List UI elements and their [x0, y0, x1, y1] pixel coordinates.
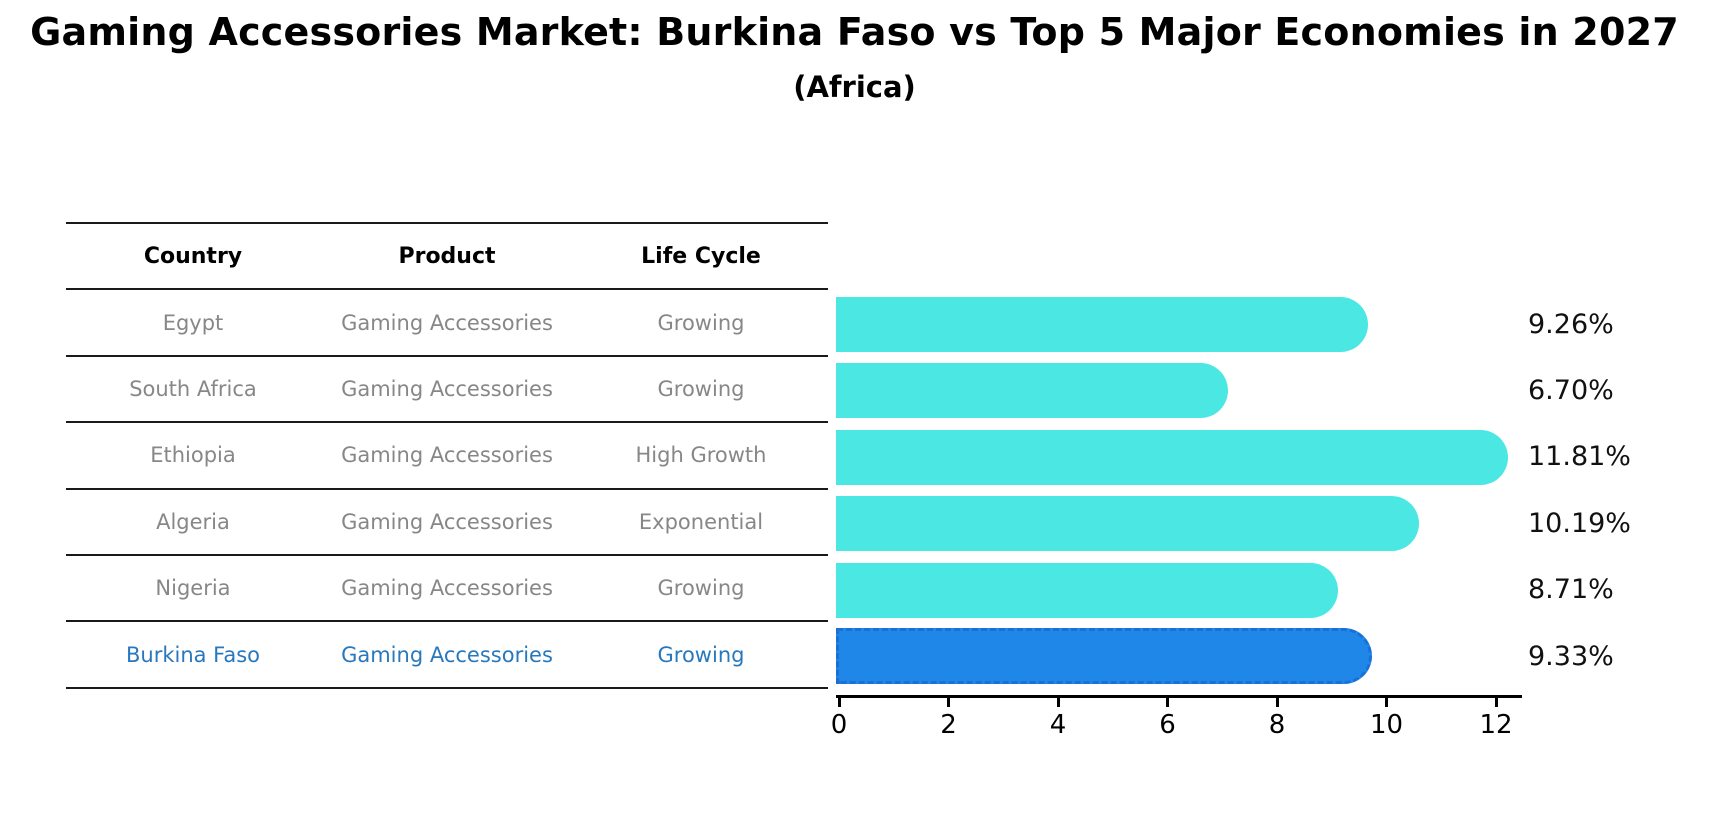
- x-tick-mark-2: [947, 697, 950, 707]
- country-cell: Ethiopia: [150, 443, 236, 468]
- bar-egypt: [836, 297, 1368, 352]
- column-header-life-cycle: Life Cycle: [641, 243, 761, 269]
- x-tick-mark-6: [1166, 697, 1169, 707]
- country-table: Country Product Life Cycle Egypt Gaming Acc…: [66, 222, 828, 689]
- product-cell: Gaming Accessories: [341, 376, 553, 401]
- x-tick-mark-4: [1056, 697, 1060, 707]
- chart-title: Gaming Accessories Market: Burkina Faso …: [30, 10, 1679, 54]
- value-label-ethiopia: 11.81%: [1528, 441, 1631, 473]
- bar-burkina-faso: [836, 628, 1372, 684]
- x-tick-label-2: 2: [940, 710, 957, 740]
- column-header-product: Product: [398, 243, 496, 269]
- life-cycle-cell: Growing: [657, 642, 745, 667]
- life-cycle-cell: Exponential: [638, 509, 764, 534]
- life-cycle-cell: Growing: [657, 376, 745, 401]
- x-tick-label-12: 12: [1479, 710, 1513, 740]
- country-cell: South Africa: [129, 376, 257, 401]
- chart-subtitle: (Africa): [793, 70, 916, 104]
- product-cell: Gaming Accessories: [341, 443, 553, 468]
- country-cell: Egypt: [162, 310, 224, 335]
- x-axis: [836, 695, 1522, 698]
- table-row-south-africa: South Africa Gaming Accessories Growing: [66, 357, 828, 424]
- x-tick-mark-8: [1275, 697, 1279, 707]
- country-cell: Algeria: [156, 509, 230, 534]
- x-tick-mark-0: [837, 697, 841, 707]
- table-row-egypt: Egypt Gaming Accessories Growing: [66, 290, 828, 357]
- value-label-egypt: 9.26%: [1528, 308, 1614, 340]
- table-row-burkina-faso: Burkina Faso Gaming Accessories Growing: [66, 622, 828, 689]
- table-row-nigeria: Nigeria Gaming Accessories Growing: [66, 556, 828, 623]
- x-tick-label-10: 10: [1369, 710, 1404, 740]
- value-label-algeria: 10.19%: [1528, 507, 1631, 539]
- country-cell: Nigeria: [155, 576, 231, 601]
- life-cycle-cell: High Growth: [635, 443, 767, 468]
- x-tick-mark-12: [1494, 697, 1498, 707]
- life-cycle-cell: Growing: [657, 576, 745, 601]
- x-tick-mark-10: [1385, 697, 1388, 707]
- bar-nigeria: [836, 562, 1338, 618]
- table-row-ethiopia: Ethiopia Gaming Accessories High Growth: [66, 423, 828, 490]
- x-tick-label-6: 6: [1159, 710, 1176, 740]
- table-header-row: Country Product Life Cycle: [66, 224, 828, 291]
- x-tick-label-0: 0: [830, 710, 848, 740]
- x-tick-label-4: 4: [1049, 710, 1067, 740]
- table-row-algeria: Algeria Gaming Accessories Exponential: [66, 490, 828, 556]
- bar-south-africa: [836, 363, 1228, 419]
- value-label-south-africa: 6.70%: [1528, 374, 1614, 406]
- bar-ethiopia: [836, 429, 1508, 485]
- value-label-burkina-faso: 9.33%: [1528, 640, 1614, 672]
- product-cell: Gaming Accessories: [341, 642, 553, 667]
- value-label-nigeria: 8.71%: [1528, 574, 1614, 606]
- column-header-country: Country: [143, 243, 243, 269]
- product-cell: Gaming Accessories: [341, 576, 553, 601]
- life-cycle-cell: Growing: [657, 310, 745, 335]
- country-cell: Burkina Faso: [125, 642, 260, 667]
- product-cell: Gaming Accessories: [341, 509, 553, 534]
- product-cell: Gaming Accessories: [341, 310, 553, 335]
- bar-algeria: [836, 496, 1419, 552]
- x-tick-label-8: 8: [1268, 710, 1286, 740]
